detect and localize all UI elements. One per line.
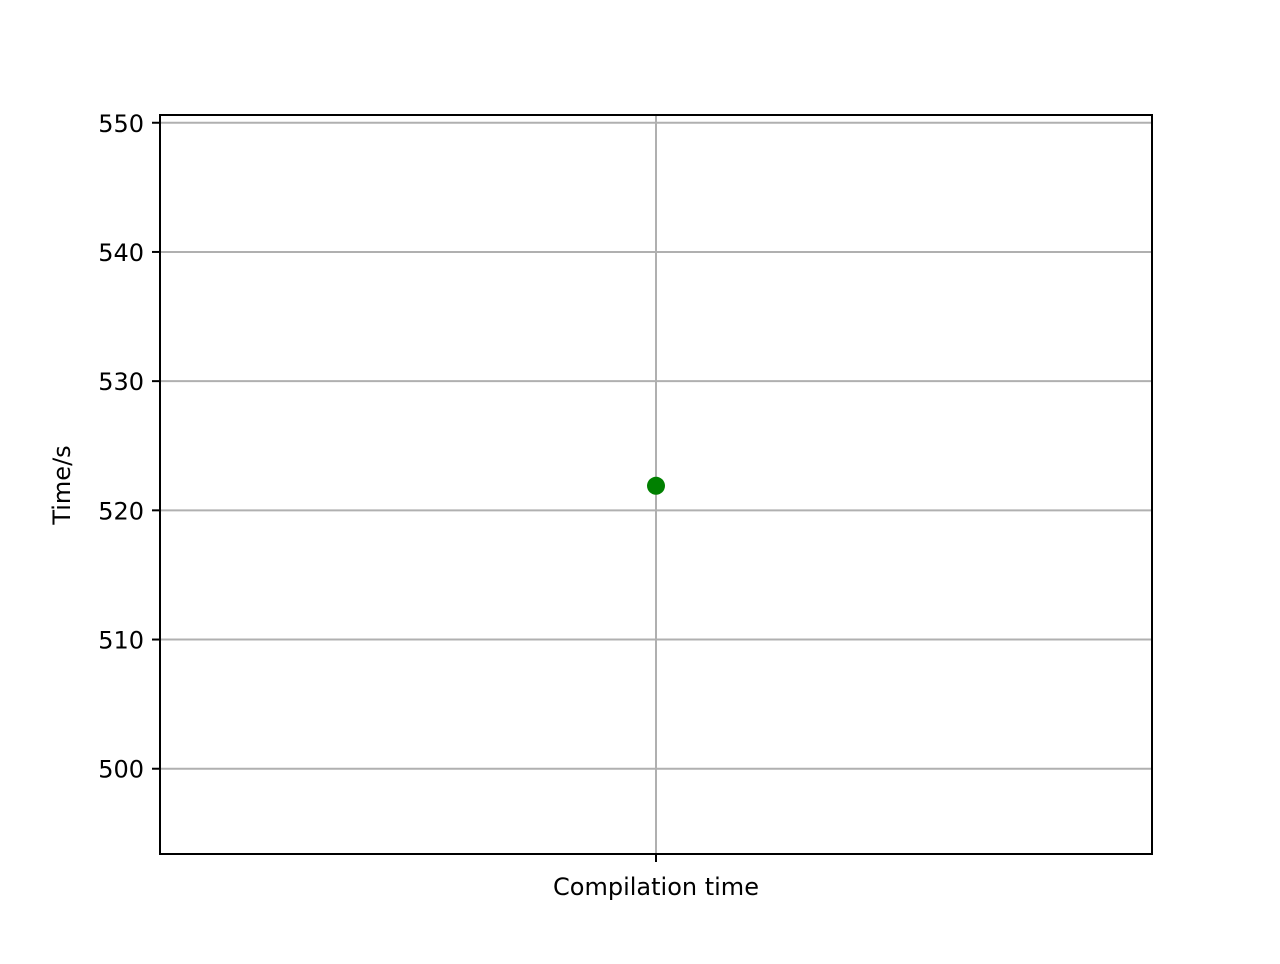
axes: 500 510 520 530 540 550 Compilation time [98, 110, 759, 901]
y-axis-label: Time/s [48, 445, 76, 525]
y-tick-label: 520 [98, 497, 144, 525]
y-tick-label: 530 [98, 368, 144, 396]
scatter-point [647, 476, 665, 495]
y-tick-label: 510 [98, 627, 144, 655]
y-tick-label: 500 [98, 756, 144, 784]
x-tick-label: Compilation time [553, 873, 759, 901]
grid [160, 115, 1152, 854]
y-tick-label: 540 [98, 239, 144, 267]
plot-marks [647, 476, 665, 495]
y-tick-label: 550 [98, 110, 144, 138]
